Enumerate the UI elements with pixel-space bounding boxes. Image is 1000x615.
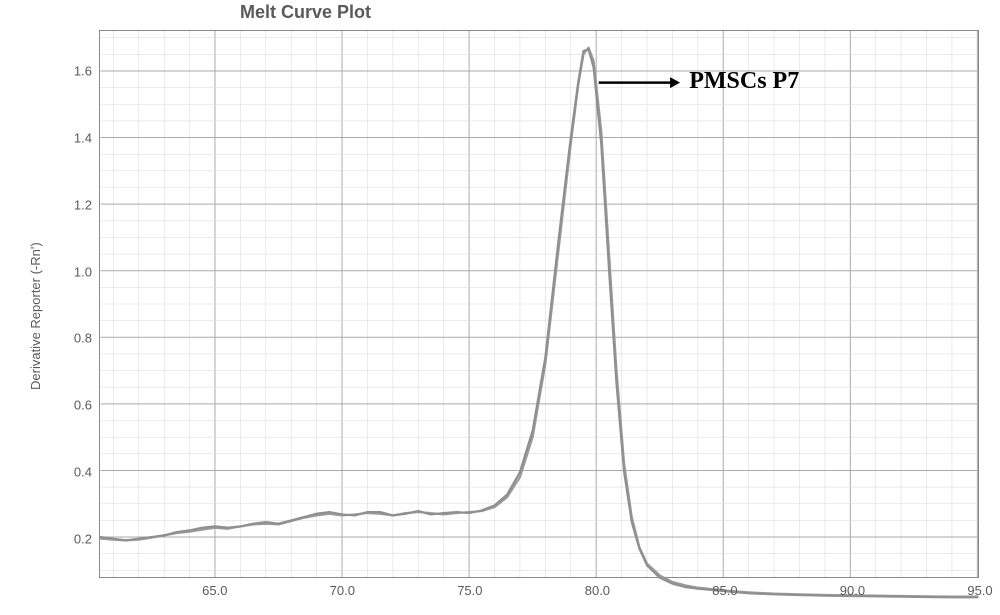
x-tick-label: 95.0 [967, 577, 992, 598]
x-tick-label: 70.0 [330, 577, 355, 598]
y-tick-label: 0.2 [60, 531, 100, 546]
y-tick-label: 0.6 [60, 398, 100, 413]
chart-title: Melt Curve Plot [240, 2, 371, 23]
chart-container: Melt Curve Plot Derivative Reporter (-Rn… [0, 0, 1000, 615]
y-axis-label: Derivative Reporter (-Rn') [28, 242, 43, 390]
annotation-arrow [100, 31, 978, 577]
plot-area: PMSCs P7 0.20.40.60.81.01.21.41.665.070.… [99, 30, 979, 578]
y-tick-label: 0.8 [60, 331, 100, 346]
x-tick-label: 85.0 [712, 577, 737, 598]
x-tick-label: 80.0 [585, 577, 610, 598]
y-tick-label: 1.2 [60, 197, 100, 212]
x-tick-label: 65.0 [202, 577, 227, 598]
y-tick-label: 1.4 [60, 130, 100, 145]
y-tick-label: 0.4 [60, 465, 100, 480]
x-tick-label: 75.0 [457, 577, 482, 598]
y-tick-label: 1.6 [60, 64, 100, 79]
y-tick-label: 1.0 [60, 264, 100, 279]
annotation-label: PMSCs P7 [689, 68, 799, 95]
x-tick-label: 90.0 [840, 577, 865, 598]
